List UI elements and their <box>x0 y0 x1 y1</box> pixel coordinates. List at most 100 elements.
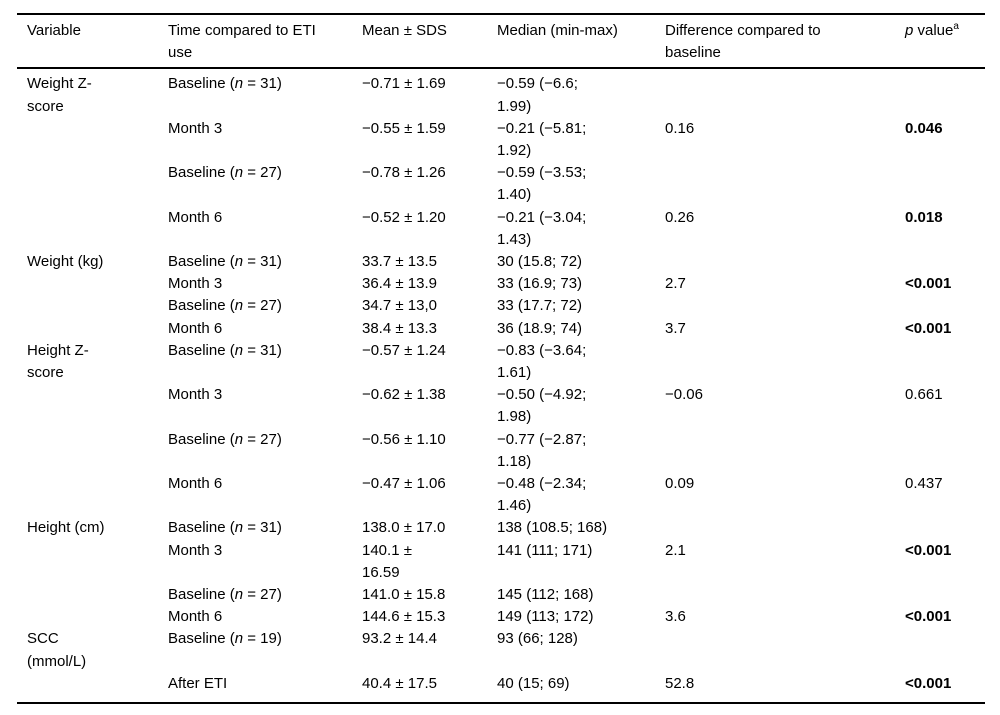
cell-difference: 3.6 <box>665 608 686 626</box>
cell-difference: 2.7 <box>665 275 686 293</box>
cell-mean: 34.7 ± 13,0 <box>362 297 437 315</box>
cell-time: After ETI <box>168 674 228 692</box>
cell-median: 138 (108.5; 168) <box>497 519 608 537</box>
cell-mean: −0.57 ± 1.24 <box>362 341 446 359</box>
cell-median: 30 (15.8; 72) <box>497 253 583 271</box>
cell-pvalue: <0.001 <box>905 319 952 337</box>
cell-median: 93 (66; 128) <box>497 630 578 648</box>
cell-median: −0.21 (−5.81; 1.92) <box>497 119 587 160</box>
table-body: Weight Z-score Baseline (n = 31) −0.71 ± 1… <box>17 68 985 703</box>
cell-variable <box>17 162 158 206</box>
cell-time: Baseline (n = 27) <box>168 164 282 182</box>
table-row: Baseline (n = 27) −0.78 ± 1.26 −0.59 (−3.5… <box>17 162 985 206</box>
cell-difference <box>655 628 895 672</box>
cell-difference <box>655 517 895 539</box>
cell-difference: 2.1 <box>665 541 686 559</box>
cell-median: −0.59 (−3.53; 1.40) <box>497 164 587 204</box>
cell-median: 33 (17.7; 72) <box>497 297 583 315</box>
cell-time: Month 3 <box>168 119 223 137</box>
cell-mean: 40.4 ± 17.5 <box>362 674 437 692</box>
cell-time: Month 6 <box>168 475 223 493</box>
cell-pvalue: <0.001 <box>905 541 952 559</box>
cell-mean: 33.7 ± 13.5 <box>362 253 437 271</box>
table-row: Baseline (n = 27) 141.0 ± 15.8 145 (112; 1… <box>17 584 985 606</box>
cell-median: 141 (111; 171) <box>497 541 593 559</box>
cell-difference <box>655 251 895 273</box>
cell-mean: −0.55 ± 1.59 <box>362 119 446 137</box>
table-row: Height (cm) Baseline (n = 31) 138.0 ± 17.0… <box>17 517 985 539</box>
cell-variable <box>17 273 158 295</box>
cell-time: Baseline (n = 31) <box>168 341 282 359</box>
cell-pvalue <box>895 584 985 606</box>
cell-variable <box>17 540 158 584</box>
cell-mean: −0.71 ± 1.69 <box>362 75 446 93</box>
cell-mean: 140.1 ±16.59 <box>362 541 412 581</box>
cell-difference: 3.7 <box>665 319 686 337</box>
cell-median: −0.77 (−2.87; 1.18) <box>497 430 587 470</box>
cell-variable <box>17 473 158 517</box>
table-row: Month 6 144.6 ± 15.3 149 (113; 172) 3.6 <0.0… <box>17 606 985 628</box>
cell-pvalue <box>895 68 985 117</box>
cell-pvalue <box>895 251 985 273</box>
cell-time: Month 6 <box>168 319 223 337</box>
col-header-median: Median (min-max) <box>487 14 655 70</box>
cell-pvalue: 0.661 <box>905 386 943 404</box>
table-row: Weight (kg) Baseline (n = 31) 33.7 ± 13.5 3… <box>17 251 985 273</box>
cell-difference <box>655 68 895 117</box>
table-header: Variable Time compared to ETI use Mean ± SD… <box>17 14 985 70</box>
col-header-variable: Variable <box>17 14 158 70</box>
cell-difference <box>655 340 895 384</box>
cell-pvalue <box>895 429 985 473</box>
cell-median: −0.21 (−3.04; 1.43) <box>497 208 587 248</box>
table-row: Month 6 38.4 ± 13.3 36 (18.9; 74) 3.7 <0.001 <box>17 318 985 340</box>
cell-difference <box>655 429 895 473</box>
cell-time: Baseline (n = 31) <box>168 519 282 537</box>
cell-mean: −0.78 ± 1.26 <box>362 164 446 182</box>
table-row: Month 3 36.4 ± 13.9 33 (16.9; 73) 2.7 <0.001 <box>17 273 985 295</box>
cell-pvalue: 0.046 <box>905 119 943 137</box>
cell-mean: 93.2 ± 14.4 <box>362 630 437 648</box>
table-row: Baseline (n = 27) 34.7 ± 13,0 33 (17.7; 72… <box>17 295 985 317</box>
cell-time: Baseline (n = 27) <box>168 430 282 448</box>
cell-variable <box>17 606 158 628</box>
table-row: Weight Z-score Baseline (n = 31) −0.71 ± 1… <box>17 68 985 117</box>
cell-median: 40 (15; 69) <box>497 674 570 692</box>
table-row: Month 3 −0.55 ± 1.59 −0.21 (−5.81; 1.92) 0.1… <box>17 118 985 162</box>
cell-variable: Height Z-score <box>27 341 89 382</box>
cell-difference <box>655 584 895 606</box>
cell-difference: 52.8 <box>665 674 695 692</box>
cell-variable <box>17 207 158 251</box>
header-row: Variable Time compared to ETI use Mean ± SD… <box>17 14 985 70</box>
col-header-time: Time compared to ETI use <box>158 14 352 70</box>
cell-median: −0.50 (−4.92; 1.98) <box>497 386 587 426</box>
cell-mean: 36.4 ± 13.9 <box>362 275 437 293</box>
cell-mean: 38.4 ± 13.3 <box>362 319 437 337</box>
table-row: Month 3 140.1 ±16.59 141 (111; 171) 2.1 <0.0… <box>17 540 985 584</box>
col-header-mean: Mean ± SDS <box>352 14 487 70</box>
cell-mean: 138.0 ± 17.0 <box>362 519 446 537</box>
table-row: Month 6 −0.47 ± 1.06 −0.48 (−2.34; 1.46) 0.0… <box>17 473 985 517</box>
table-row: After ETI 40.4 ± 17.5 40 (15; 69) 52.8 <0.00… <box>17 673 985 703</box>
cell-pvalue: <0.001 <box>905 674 952 692</box>
cell-time: Baseline (n = 31) <box>168 75 282 93</box>
cell-pvalue: <0.001 <box>905 608 952 626</box>
cell-time: Month 6 <box>168 208 223 226</box>
cell-difference <box>655 162 895 206</box>
cell-median: −0.83 (−3.64; 1.61) <box>497 341 587 382</box>
cell-variable <box>17 295 158 317</box>
table-row: Month 3 −0.62 ± 1.38 −0.50 (−4.92; 1.98) −0.… <box>17 384 985 428</box>
cell-difference: 0.26 <box>665 208 695 226</box>
cell-mean: −0.56 ± 1.10 <box>362 430 446 448</box>
cell-time: Baseline (n = 27) <box>168 297 282 315</box>
cell-pvalue <box>895 295 985 317</box>
cell-mean: 141.0 ± 15.8 <box>362 586 446 604</box>
cell-median: −0.48 (−2.34; 1.46) <box>497 475 587 515</box>
cell-time: Month 3 <box>168 541 223 559</box>
cell-mean: −0.52 ± 1.20 <box>362 208 446 226</box>
cell-variable <box>17 118 158 162</box>
cell-variable <box>17 384 158 428</box>
cell-pvalue: 0.437 <box>905 475 943 493</box>
cell-pvalue <box>895 517 985 539</box>
cell-variable: Weight Z-score <box>27 75 92 115</box>
